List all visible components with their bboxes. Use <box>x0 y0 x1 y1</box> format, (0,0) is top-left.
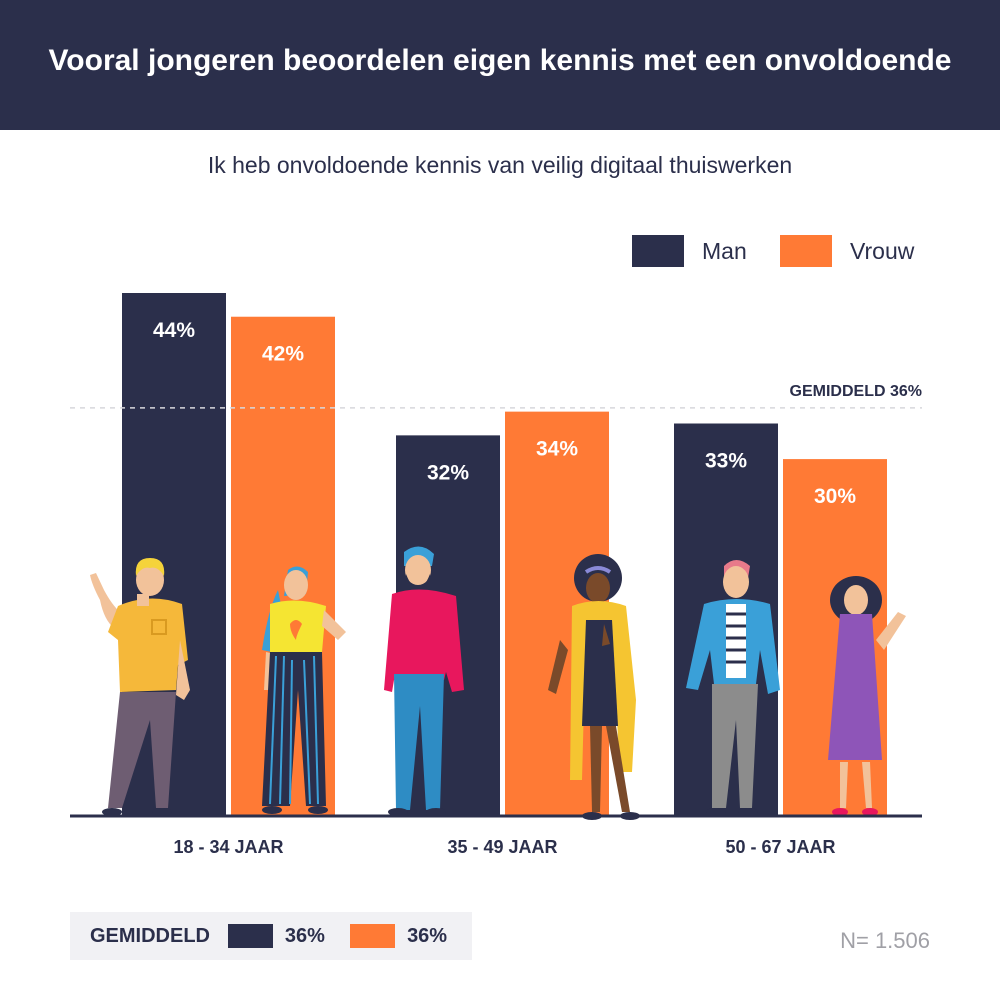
people-illustrations <box>90 546 906 820</box>
legend-label-man: Man <box>702 237 747 264</box>
bar-value-label-man-2: 33% <box>705 450 747 473</box>
woman-yellow-coat-icon <box>548 554 640 820</box>
bar-value-label-vrouw-0: 42% <box>262 343 304 366</box>
young-man-icon <box>90 558 190 816</box>
bar-value-label-vrouw-2: 30% <box>814 485 856 508</box>
category-label-2: 50 - 67 JAAR <box>725 837 835 857</box>
legend-item-man: Man <box>632 235 747 267</box>
average-value-man: 36% <box>284 924 325 947</box>
woman-purple-dress-icon <box>828 576 906 816</box>
chart-subtitle: Ik heb onvoldoende kennis van veilig dig… <box>207 152 793 178</box>
page-title: Vooral jongeren beoordelen eigen kennis … <box>48 44 952 77</box>
young-woman-icon <box>262 566 346 814</box>
sample-size: N= 1.506 <box>840 928 930 953</box>
average-reference-label: GEMIDDELD 36% <box>790 383 922 400</box>
legend-swatch-vrouw <box>780 235 832 267</box>
header-banner: Vooral jongeren beoordelen eigen kennis … <box>0 0 1000 130</box>
legend-swatch-man <box>632 235 684 267</box>
legend-label-vrouw: Vrouw <box>850 237 915 264</box>
bearded-man-icon <box>384 546 464 816</box>
bar-value-label-vrouw-1: 34% <box>536 438 578 461</box>
category-label-1: 35 - 49 JAAR <box>447 837 557 857</box>
legend-item-vrouw: Vrouw <box>780 235 914 267</box>
bar-value-label-man-0: 44% <box>153 319 195 342</box>
category-label-0: 18 - 34 JAAR <box>173 837 283 857</box>
man-denim-jacket-icon <box>686 560 780 816</box>
average-summary-title: GEMIDDELD <box>90 924 210 947</box>
average-summary-box: GEMIDDELD 36% 36% <box>70 912 472 960</box>
average-swatch-man <box>227 924 273 948</box>
bar-value-label-man-1: 32% <box>427 461 469 484</box>
average-swatch-vrouw <box>349 924 396 948</box>
average-value-vrouw: 36% <box>407 924 448 947</box>
